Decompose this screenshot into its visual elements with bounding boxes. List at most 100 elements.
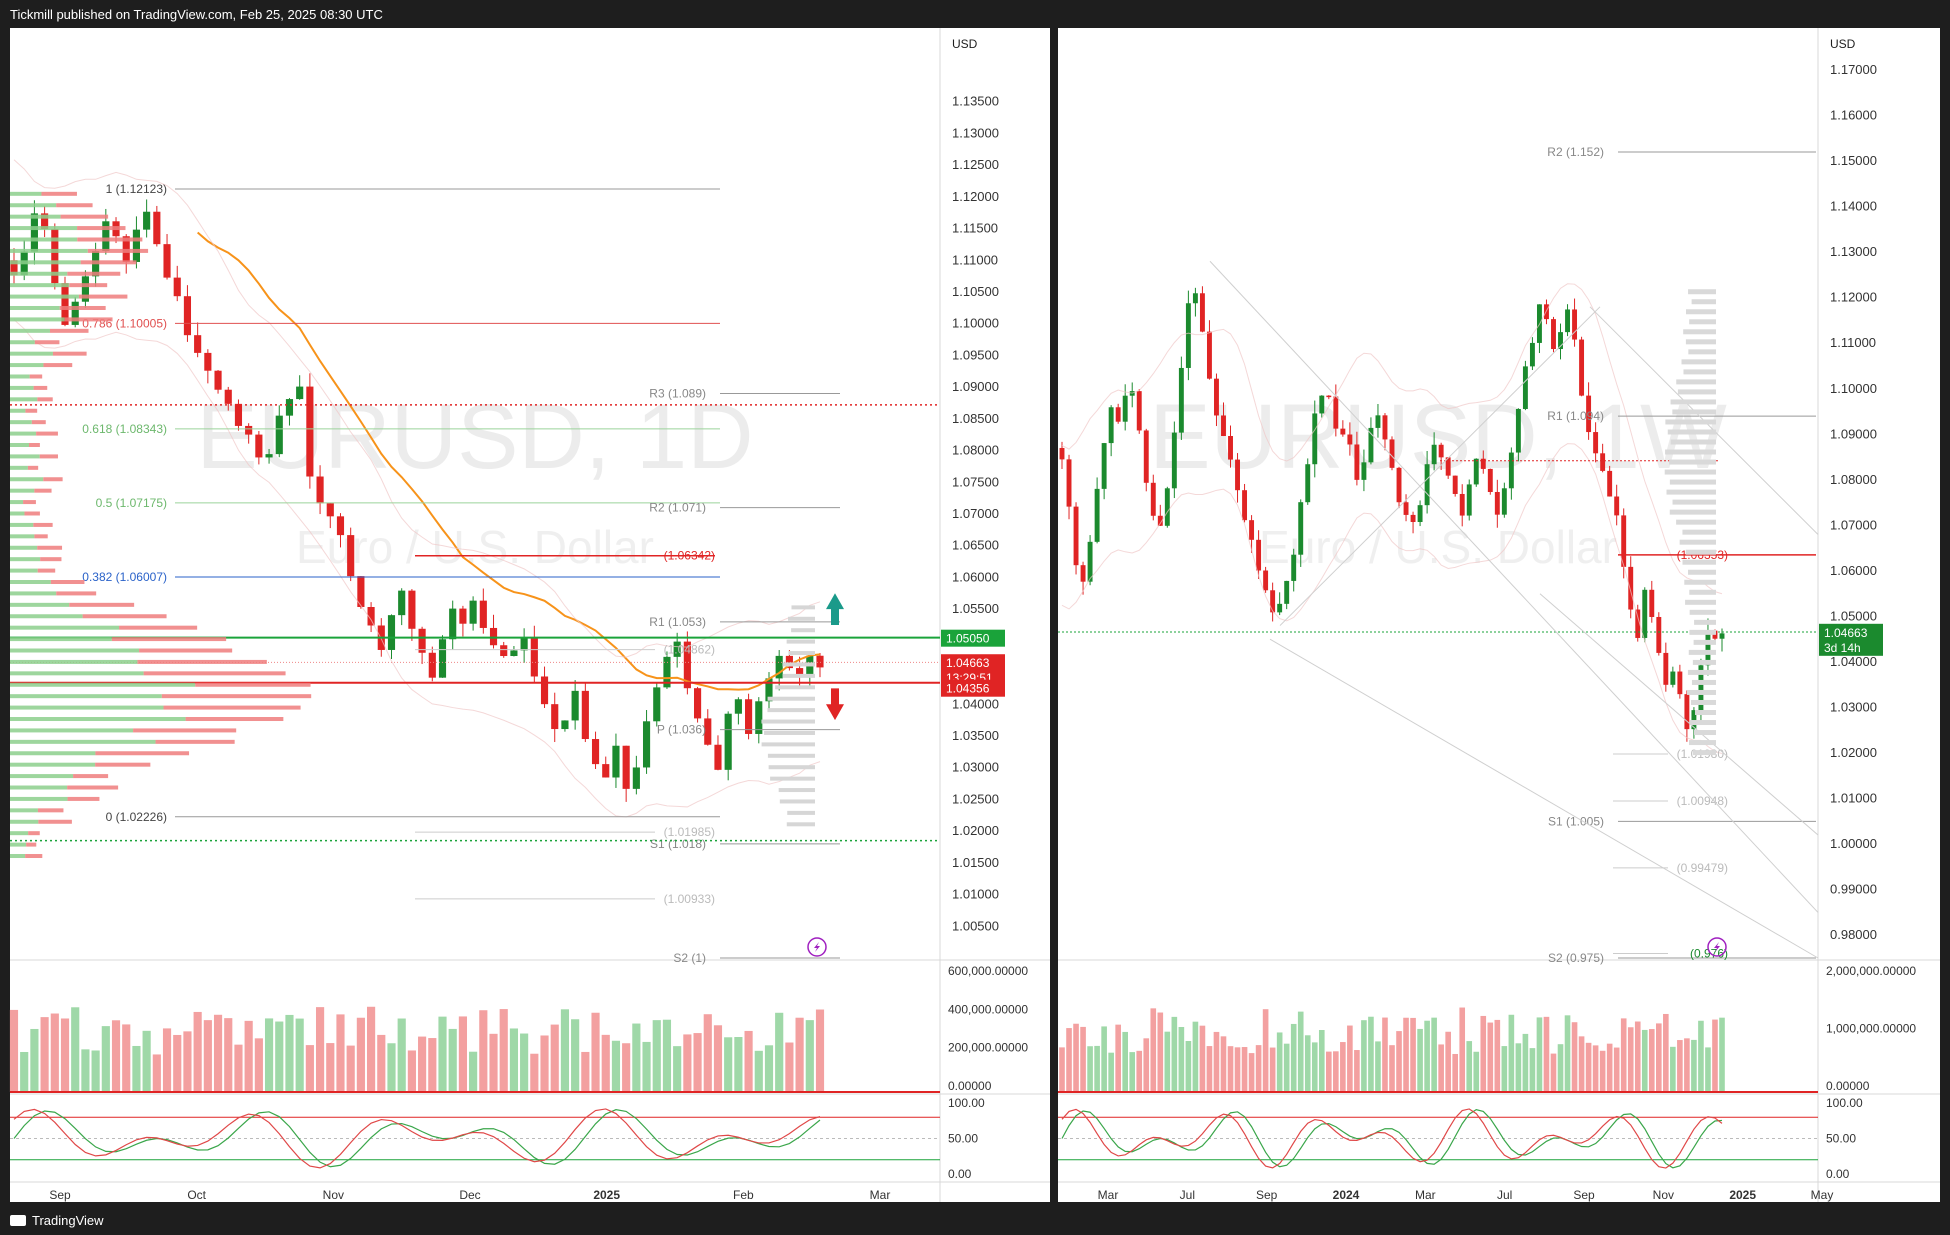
candle-body (418, 628, 426, 653)
candle-body (489, 627, 498, 646)
volume-bar (9, 1009, 19, 1092)
lightning-alert-icon[interactable] (807, 937, 827, 957)
session-profile-bar (791, 628, 815, 633)
session-profile-bar (1694, 710, 1716, 716)
volume-bar (693, 1033, 702, 1092)
volume-bar (591, 1012, 600, 1092)
volume-bar (203, 1020, 212, 1092)
candle-body (1403, 502, 1409, 515)
y-tick-label: 1.08000 (952, 443, 999, 458)
y-tick-label: 1.04000 (1830, 654, 1877, 669)
lightning-alert-icon[interactable] (1707, 937, 1727, 957)
profile-bar-up (10, 397, 38, 402)
session-profile-bar (761, 719, 815, 724)
session-profile-bar (1666, 489, 1716, 495)
volume-bar (1459, 1007, 1466, 1092)
candle-body (1094, 488, 1100, 542)
oscillator-tick-label: 0.00 (948, 1167, 972, 1181)
candle-body (234, 403, 243, 426)
profile-bar-down (185, 717, 284, 722)
x-tick-label: Nov (1653, 1188, 1674, 1202)
volume-bar (1059, 1047, 1065, 1092)
envelope-band-upper (1061, 283, 1723, 595)
volume-bar (1094, 1045, 1100, 1092)
candle-body (10, 260, 18, 276)
volume-bar (1438, 1044, 1444, 1092)
session-profile-bar (764, 730, 815, 735)
candle-body (734, 699, 742, 714)
session-profile-bar (775, 685, 815, 690)
tradingview-logo[interactable]: TradingView (10, 1213, 104, 1228)
candle-body (1221, 415, 1226, 436)
candle-body (714, 744, 722, 770)
volume-bar (1613, 1047, 1620, 1092)
volume-bar (397, 1018, 406, 1092)
candle-body (285, 399, 294, 416)
profile-bar-down (67, 271, 121, 276)
profile-bar-up (10, 705, 164, 710)
volume-bar (1333, 1051, 1339, 1092)
candle-body (1593, 432, 1599, 454)
session-profile-bar (768, 765, 815, 770)
session-profile-bar (1688, 289, 1716, 295)
session-profile-bar (1689, 589, 1716, 595)
session-profile-bar (788, 651, 815, 656)
volume-bar (744, 1030, 753, 1092)
volume-bar (1354, 1050, 1360, 1092)
profile-bar-down (133, 728, 237, 733)
volume-bar (1262, 1009, 1269, 1092)
volume-bar (1508, 1014, 1515, 1092)
profile-bar-down (26, 842, 37, 847)
candle-body (561, 720, 569, 730)
volume-bar (1171, 1016, 1178, 1092)
session-profile-bar (1689, 319, 1716, 325)
candle-body (571, 690, 579, 721)
panel-background (1058, 28, 1940, 1202)
profile-bar-down (77, 237, 143, 242)
daily-chart-panel: 1.13500 1.13000 1.12500 1.12000 1.11500 1.110… (9, 28, 1050, 1202)
y-tick-label: 1.02500 (952, 791, 999, 806)
volume-bar (193, 1011, 202, 1092)
session-profile-bar (767, 696, 815, 701)
profile-bar-down (67, 785, 119, 790)
candle-body (1487, 468, 1493, 492)
candle-body (1080, 565, 1086, 582)
profile-bar-down (77, 226, 126, 231)
y-tick-label: 1.05500 (952, 601, 999, 616)
volume-bar (50, 1013, 59, 1092)
fib-level-label: 1 (1.12123) (106, 182, 167, 196)
candle-body (265, 454, 273, 458)
channel-line (1279, 306, 1601, 626)
pivot-label: S2 (0.975) (1548, 951, 1604, 965)
oscillator-tick-label: 50.00 (948, 1132, 978, 1146)
volume-bar (1318, 1030, 1325, 1092)
profile-bar-up (10, 454, 40, 459)
session-profile-bar (767, 753, 815, 758)
volume-bar (1143, 1038, 1150, 1092)
profile-bar-down (69, 283, 108, 288)
pivot-label: S1 (1.005) (1548, 814, 1604, 828)
profile-bar-up (10, 226, 78, 231)
fib-level-label: 0.382 (1.06007) (82, 570, 167, 584)
candle-body (1143, 430, 1149, 483)
candle-body (153, 211, 161, 245)
candle-body (1164, 488, 1170, 526)
candle-body (1551, 319, 1556, 350)
volume-bar (1641, 1029, 1648, 1092)
volume-bar (326, 1043, 335, 1092)
volume-bar (1129, 1052, 1136, 1092)
session-profile-bar (1685, 549, 1716, 555)
volume-bar (1234, 1047, 1241, 1092)
pivot-label: R1 (1.094) (1547, 409, 1604, 423)
volume-bar (30, 1028, 39, 1092)
volume-bar (264, 1018, 274, 1092)
y-tick-label: 1.00000 (1830, 836, 1877, 851)
profile-bar-up (10, 385, 34, 390)
y-tick-label: 1.06500 (952, 538, 999, 553)
volume-bar (1557, 1044, 1564, 1092)
volume-bar (448, 1028, 457, 1092)
candle-body (1649, 589, 1655, 617)
x-tick-label: 2025 (1729, 1188, 1756, 1202)
candle-body (1529, 342, 1535, 367)
candle-body (1607, 470, 1613, 497)
